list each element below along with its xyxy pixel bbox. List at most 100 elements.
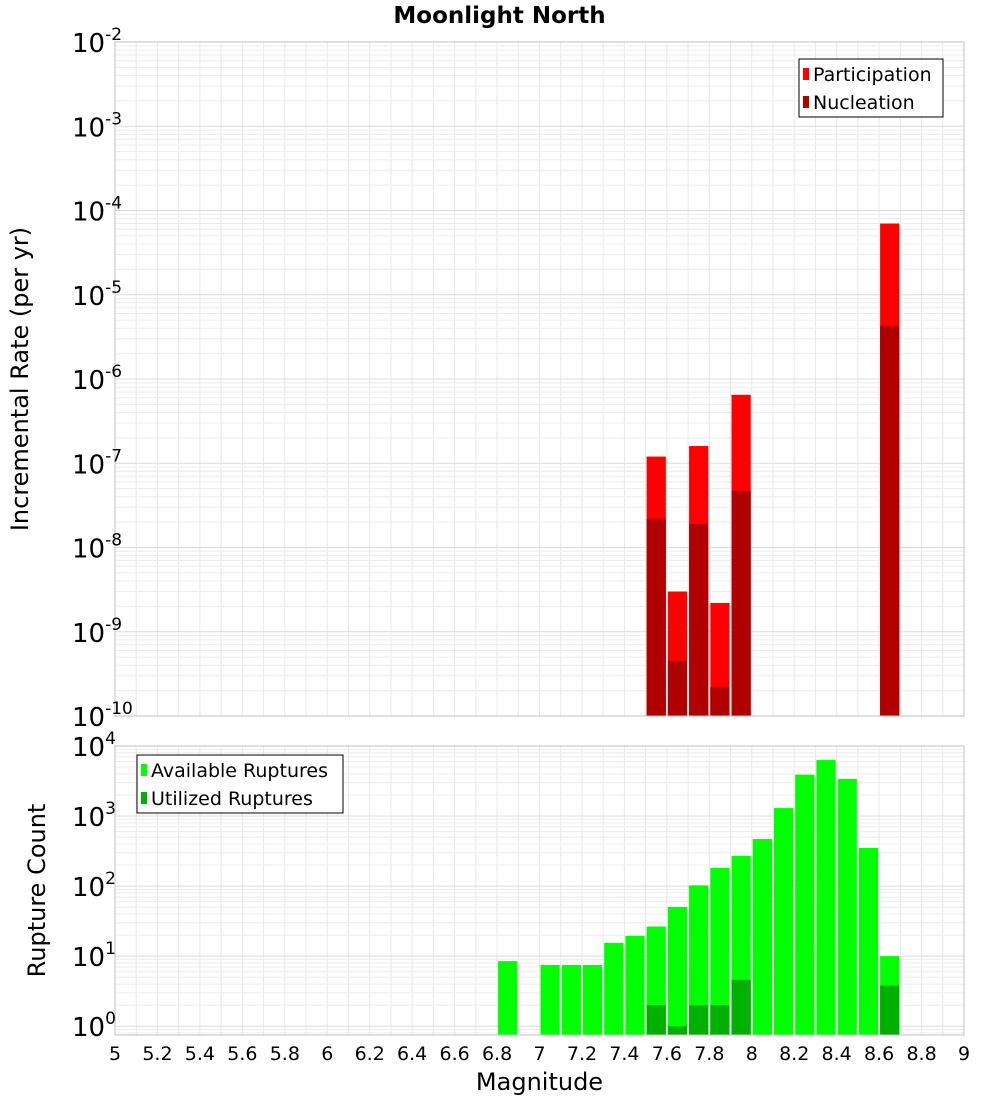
legend-box xyxy=(136,754,344,814)
y-tick-label: 10-7 xyxy=(72,446,122,480)
y-tick-exponent: -2 xyxy=(105,25,122,45)
series-nucleation xyxy=(646,325,900,716)
x-tick-label: 6 xyxy=(321,1043,333,1065)
y-tick-label: 100 xyxy=(72,1009,116,1043)
y-tick-exponent: 0 xyxy=(105,1009,116,1029)
bar xyxy=(752,839,772,1035)
y-tick-exponent: 1 xyxy=(105,939,116,959)
bar xyxy=(710,1005,730,1035)
bar xyxy=(689,524,709,716)
bar xyxy=(816,760,836,1035)
y-tick-label: 103 xyxy=(72,799,116,833)
bar xyxy=(731,979,751,1035)
y-tick-exponent: 4 xyxy=(105,729,116,749)
bar xyxy=(858,848,879,1035)
y-tick-label: 10-9 xyxy=(72,615,122,649)
legend-box xyxy=(798,58,944,118)
x-tick-label: 5.6 xyxy=(227,1043,257,1065)
y-tick-label: 10-4 xyxy=(72,194,122,228)
y-tick-label: 104 xyxy=(72,729,116,763)
grid-lines xyxy=(114,41,965,717)
legend-swatch xyxy=(141,792,147,804)
y-tick-base: 10 xyxy=(72,873,105,903)
y-tick-exponent: -9 xyxy=(105,615,122,635)
chart-title: Moonlight North xyxy=(393,3,605,29)
y-tick-exponent: -10 xyxy=(105,699,133,719)
y-tick-exponent: 3 xyxy=(105,799,116,819)
bar xyxy=(604,942,624,1035)
legend: Available Ruptures Utilized Ruptures xyxy=(136,754,344,814)
x-tick-label: 8.8 xyxy=(906,1043,936,1065)
y-tick-base: 10 xyxy=(72,282,105,312)
plot-frame xyxy=(114,41,965,717)
x-tick-label: 9 xyxy=(958,1043,970,1065)
x-tick-label: 7.4 xyxy=(609,1043,639,1065)
y-tick-exponent: -8 xyxy=(105,531,122,551)
y-tick-base: 10 xyxy=(72,29,105,59)
legend-label: Participation xyxy=(813,64,932,86)
y-tick-base: 10 xyxy=(72,535,105,565)
bar xyxy=(498,961,518,1035)
bar xyxy=(880,325,900,716)
legend-swatch xyxy=(803,68,809,80)
bar xyxy=(540,964,560,1035)
bar xyxy=(667,906,688,1035)
y-tick-exponent: -3 xyxy=(105,109,122,129)
y-tick-exponent: 2 xyxy=(105,869,116,889)
y-tick-base: 10 xyxy=(72,366,105,396)
y-tick-base: 10 xyxy=(72,619,105,649)
x-tick-label: 7.8 xyxy=(694,1043,724,1065)
bar xyxy=(795,774,815,1035)
y-axis-label: Rupture Count xyxy=(23,804,51,978)
x-axis-label: Magnitude xyxy=(476,1068,603,1096)
y-tick-exponent: -5 xyxy=(105,278,122,298)
y-tick-label: 10-3 xyxy=(72,109,122,143)
bar xyxy=(582,964,603,1035)
bar xyxy=(689,1005,709,1035)
y-axis-label: Incremental Rate (per yr) xyxy=(6,227,34,531)
bar xyxy=(646,518,666,716)
y-tick-label: 10-10 xyxy=(72,699,133,733)
bar xyxy=(837,778,857,1035)
y-tick-base: 10 xyxy=(72,450,105,480)
bar xyxy=(561,964,581,1035)
legend-swatch xyxy=(141,764,147,776)
x-tick-label: 8.2 xyxy=(779,1043,809,1065)
x-tick-label: 8.6 xyxy=(864,1043,894,1065)
y-tick-label: 10-8 xyxy=(72,531,122,565)
y-tick-label: 10-5 xyxy=(72,278,122,312)
x-tick-label: 6.4 xyxy=(397,1043,427,1065)
legend-label: Utilized Ruptures xyxy=(151,788,313,810)
y-tick-label: 10-6 xyxy=(72,362,122,396)
rate-panel: 10-1010-910-810-710-610-510-410-310-2Inc… xyxy=(6,3,965,733)
bar xyxy=(773,808,794,1035)
bar xyxy=(625,935,645,1035)
y-tick-exponent: -7 xyxy=(105,446,122,466)
x-tick-label: 5.4 xyxy=(185,1043,215,1065)
x-tick-label: 5.8 xyxy=(270,1043,300,1065)
y-tick-base: 10 xyxy=(72,733,105,763)
legend-swatch xyxy=(803,96,809,108)
x-tick-label: 7 xyxy=(533,1043,545,1065)
x-tick-label: 6.6 xyxy=(439,1043,469,1065)
x-tick-label: 6.8 xyxy=(482,1043,512,1065)
y-tick-base: 10 xyxy=(72,803,105,833)
bar xyxy=(880,985,900,1035)
y-tick-label: 102 xyxy=(72,869,116,903)
y-tick-base: 10 xyxy=(72,1013,105,1043)
x-tick-label: 5.2 xyxy=(142,1043,172,1065)
y-tick-label: 10-2 xyxy=(72,25,122,59)
plot-frame xyxy=(114,745,965,1036)
y-tick-exponent: -4 xyxy=(105,194,122,214)
bar xyxy=(667,1026,688,1035)
y-tick-base: 10 xyxy=(72,198,105,228)
y-tick-exponent: -6 xyxy=(105,362,122,382)
x-tick-label: 5 xyxy=(109,1043,121,1065)
series-utilized-ruptures xyxy=(646,979,900,1035)
y-tick-base: 10 xyxy=(72,943,105,973)
bar xyxy=(689,885,709,1035)
legend-label: Available Ruptures xyxy=(151,760,328,782)
